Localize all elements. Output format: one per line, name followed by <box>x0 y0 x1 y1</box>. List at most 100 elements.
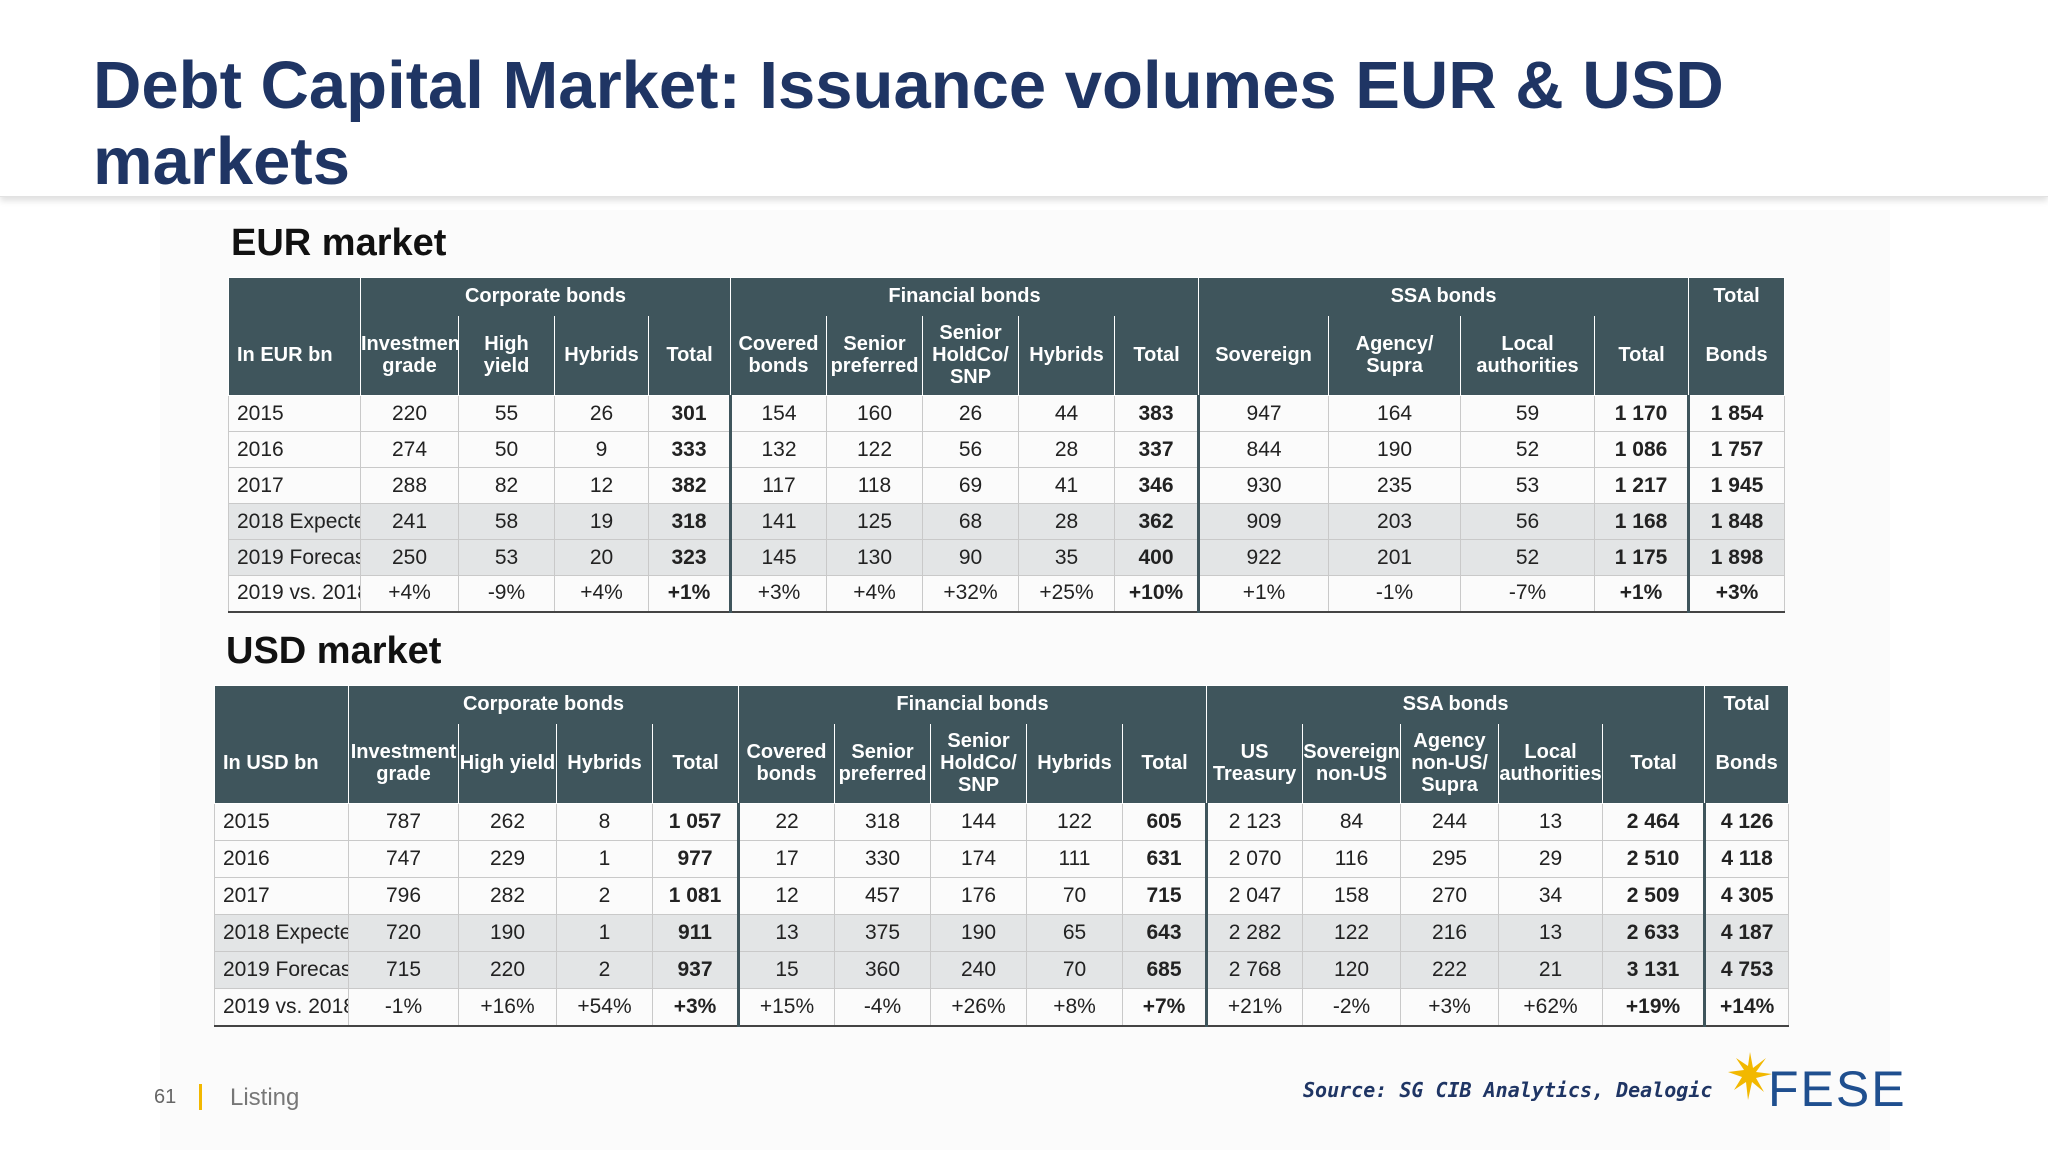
table-cell: +54% <box>556 988 653 1027</box>
table-cell: 1 081 <box>652 877 739 915</box>
footer-divider <box>199 1084 202 1110</box>
table-cell: 295 <box>1400 840 1500 878</box>
table-cell: 53 <box>1460 467 1596 504</box>
table-cell: 631 <box>1121 840 1208 878</box>
table-cell: 216 <box>1400 914 1500 952</box>
eur-col-local-authorities: Local authorities <box>1460 315 1596 396</box>
table-cell: 220 <box>458 951 557 989</box>
table-cell: 4 187 <box>1703 914 1790 952</box>
table-cell: 937 <box>652 951 739 989</box>
table-cell: 2018 Expected <box>228 503 361 540</box>
eur-col-fin-hybrids: Hybrids <box>1018 315 1115 396</box>
table-cell: 8 <box>556 803 653 841</box>
table-cell: 333 <box>648 431 731 468</box>
table-cell: 70 <box>1026 951 1123 989</box>
title-band: Debt Capital Market: Issuance volumes EU… <box>0 0 2048 199</box>
table-cell: 145 <box>729 539 827 576</box>
eur-corner-header: In EUR bn <box>228 315 361 396</box>
table-cell: 4 305 <box>1703 877 1790 915</box>
table-cell: +4% <box>360 575 459 613</box>
usd-market-label: USD market <box>226 630 442 672</box>
table-cell: 2015 <box>214 803 349 841</box>
table-cell: +4% <box>554 575 649 613</box>
table-cell: 2019 vs. 2018 <box>214 988 349 1027</box>
table-cell: +25% <box>1018 575 1115 613</box>
table-cell: +15% <box>737 988 835 1027</box>
table-row: 2015 787 262 8 1 057 22 318 144 122 605 2 123 84 244… <box>214 803 1790 841</box>
table-cell: 715 <box>1121 877 1208 915</box>
table-cell: 19 <box>554 503 649 540</box>
table-cell: 288 <box>360 467 459 504</box>
table-cell: 116 <box>1302 840 1402 878</box>
table-cell: 282 <box>458 877 557 915</box>
table-row: 2017 288 82 12 382 117 118 69 41 346 930 235 53 1 217… <box>228 467 1786 504</box>
table-cell: +1% <box>1197 575 1330 613</box>
logo-text: FESE <box>1768 1061 1907 1117</box>
table-cell: 52 <box>1460 539 1596 576</box>
table-cell: 382 <box>648 467 731 504</box>
table-cell: 1 <box>556 914 653 952</box>
fese-logo: FESE <box>1728 1050 1908 1120</box>
table-cell: 318 <box>648 503 731 540</box>
page-number: 61 <box>154 1086 177 1108</box>
table-cell: 56 <box>922 431 1019 468</box>
table-row: 2016 747 229 1 977 17 330 174 111 631 2 070 116 295 2… <box>214 840 1790 878</box>
usd-col-ssa-total: Total <box>1602 723 1706 804</box>
table-cell: 50 <box>458 431 555 468</box>
page-title: Debt Capital Market: Issuance volumes EU… <box>93 48 1724 199</box>
table-cell: 53 <box>458 539 555 576</box>
table-cell: 400 <box>1113 539 1200 576</box>
section-label: Listing <box>230 1084 300 1111</box>
table-cell: 4 118 <box>1703 840 1790 878</box>
eur-col-sovereign: Sovereign <box>1198 315 1330 396</box>
table-cell: 20 <box>554 539 649 576</box>
table-cell: +19% <box>1602 988 1706 1027</box>
table-cell: 947 <box>1197 395 1330 432</box>
table-cell: 2019 Forecast <box>228 539 361 576</box>
table-cell: 787 <box>348 803 459 841</box>
table-row: 2018 Expected720190191113375190656432 28… <box>214 914 1790 952</box>
table-cell: 28 <box>1018 431 1115 468</box>
table-cell: 17 <box>737 840 835 878</box>
eur-table-body: 2015 220 55 26 301 154 160 26 44 383 947 164 59 1 170… <box>228 395 1786 613</box>
usd-group-blank <box>214 685 349 724</box>
usd-col-senior-preferred: Senior preferred <box>834 723 931 804</box>
table-cell: 13 <box>1498 914 1604 952</box>
usd-col-us-treasury: US Treasury <box>1206 723 1304 804</box>
table-cell: +1% <box>1594 575 1690 613</box>
table-cell: 360 <box>834 951 931 989</box>
table-cell: 120 <box>1302 951 1402 989</box>
table-cell: 2 464 <box>1602 803 1706 841</box>
table-cell: +8% <box>1026 988 1123 1027</box>
table-cell: +7% <box>1121 988 1208 1027</box>
table-cell: +32% <box>922 575 1019 613</box>
table-cell: 26 <box>554 395 649 432</box>
table-row: 2015 220 55 26 301 154 160 26 44 383 947 164 59 1 170… <box>228 395 1786 432</box>
table-cell: 911 <box>652 914 739 952</box>
table-cell: 44 <box>1018 395 1115 432</box>
star-burst-icon <box>1728 1052 1772 1100</box>
table-cell: 1 170 <box>1594 395 1690 432</box>
table-cell: 34 <box>1498 877 1604 915</box>
usd-col-local-authorities: Local authorities <box>1498 723 1604 804</box>
table-cell: -9% <box>458 575 555 613</box>
table-cell: 174 <box>930 840 1027 878</box>
table-cell: 715 <box>348 951 459 989</box>
table-cell: 84 <box>1302 803 1402 841</box>
table-cell: 190 <box>458 914 557 952</box>
table-cell: 274 <box>360 431 459 468</box>
table-cell: 29 <box>1498 840 1604 878</box>
table-cell: 164 <box>1328 395 1462 432</box>
eur-col-senior-holdco: Senior HoldCo/ SNP <box>922 315 1019 396</box>
table-cell: 1 086 <box>1594 431 1690 468</box>
table-cell: 1 057 <box>652 803 739 841</box>
eur-col-ssa-total: Total <box>1594 315 1690 396</box>
usd-table: Corporate bonds Financial bonds SSA bond… <box>214 685 1790 1027</box>
usd-table-body: 2015 787 262 8 1 057 22 318 144 122 605 2 123 84 244… <box>214 803 1790 1027</box>
table-cell: 65 <box>1026 914 1123 952</box>
table-cell: 122 <box>1026 803 1123 841</box>
table-cell: 605 <box>1121 803 1208 841</box>
eur-col-covered-bonds: Covered bonds <box>730 315 827 396</box>
table-cell: 685 <box>1121 951 1208 989</box>
usd-group-corporate: Corporate bonds <box>348 685 739 724</box>
